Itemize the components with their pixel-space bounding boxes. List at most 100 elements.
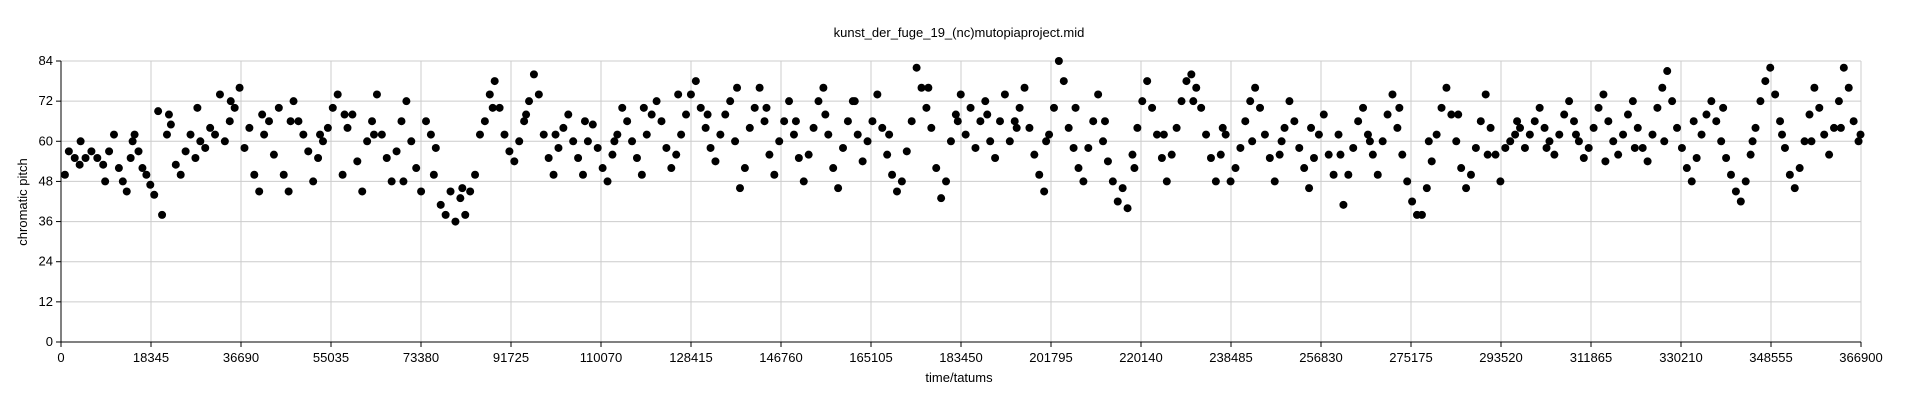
data-point	[128, 137, 137, 146]
data-point	[912, 63, 921, 72]
data-point	[220, 137, 229, 146]
x-tick-label: 366900	[1839, 350, 1882, 365]
x-tick-label: 36690	[223, 350, 259, 365]
data-point	[269, 150, 278, 159]
data-point	[814, 97, 823, 106]
data-point	[510, 157, 519, 166]
data-point	[402, 97, 411, 106]
data-point	[760, 117, 769, 126]
data-point	[122, 187, 131, 196]
data-point	[70, 154, 79, 163]
data-point	[1103, 157, 1112, 166]
data-point	[1015, 103, 1024, 112]
y-tick-label: 24	[39, 254, 53, 269]
data-point	[711, 157, 720, 166]
data-point	[1601, 157, 1610, 166]
data-point	[1638, 143, 1647, 152]
data-point	[885, 130, 894, 139]
data-point	[1182, 77, 1191, 86]
data-point	[1395, 103, 1404, 112]
data-point	[451, 217, 460, 226]
data-point	[657, 117, 666, 126]
data-point	[888, 170, 897, 179]
data-point	[392, 147, 401, 156]
data-point	[672, 150, 681, 159]
data-point	[863, 137, 872, 146]
data-point	[1707, 97, 1716, 106]
data-point	[1128, 150, 1137, 159]
data-point	[368, 117, 377, 126]
data-point	[466, 187, 475, 196]
data-point	[932, 164, 941, 173]
data-point	[794, 154, 803, 163]
data-point	[843, 117, 852, 126]
data-point	[1398, 150, 1407, 159]
data-point	[1187, 70, 1196, 79]
data-point	[1305, 184, 1314, 193]
data-point	[637, 170, 646, 179]
data-point	[785, 97, 794, 106]
data-point	[1748, 137, 1757, 146]
data-point	[1206, 154, 1215, 163]
data-point	[809, 123, 818, 132]
data-point	[1614, 150, 1623, 159]
data-point	[1466, 170, 1475, 179]
data-point	[186, 130, 195, 139]
data-point	[1589, 123, 1598, 132]
data-point	[1010, 117, 1019, 126]
data-point	[1658, 83, 1667, 92]
data-point	[1197, 103, 1206, 112]
data-point	[1731, 187, 1740, 196]
data-point	[146, 180, 155, 189]
data-point	[250, 170, 259, 179]
data-point	[819, 83, 828, 92]
data-point	[946, 137, 955, 146]
data-point	[686, 90, 695, 99]
data-point	[544, 154, 553, 163]
data-point	[1663, 67, 1672, 76]
data-point	[667, 164, 676, 173]
data-point	[1285, 97, 1294, 106]
data-point	[480, 117, 489, 126]
data-point	[1167, 150, 1176, 159]
data-point	[1689, 117, 1698, 126]
data-point	[1643, 157, 1652, 166]
data-point	[701, 123, 710, 132]
data-point	[1447, 110, 1456, 119]
data-point	[529, 70, 538, 79]
data-point	[1319, 110, 1328, 119]
data-point	[1516, 123, 1525, 132]
data-point	[971, 143, 980, 152]
data-point	[780, 117, 789, 126]
data-point	[525, 97, 534, 106]
data-point	[850, 97, 859, 106]
data-point	[333, 90, 342, 99]
data-point	[1776, 117, 1785, 126]
data-point	[1218, 123, 1227, 132]
data-point	[343, 123, 352, 132]
data-point	[215, 90, 224, 99]
data-point	[1275, 150, 1284, 159]
x-tick-label: 146760	[759, 350, 802, 365]
data-point	[353, 157, 362, 166]
data-point	[1388, 90, 1397, 99]
data-point	[564, 110, 573, 119]
data-point	[1726, 170, 1735, 179]
data-point	[363, 137, 372, 146]
data-point	[1483, 150, 1492, 159]
data-point	[1778, 130, 1787, 139]
data-point	[892, 187, 901, 196]
data-point	[721, 110, 730, 119]
data-point	[953, 117, 962, 126]
y-tick-label: 60	[39, 133, 53, 148]
data-point	[485, 90, 494, 99]
data-point	[522, 110, 531, 119]
data-point	[1012, 123, 1021, 132]
data-point	[868, 117, 877, 126]
data-point	[75, 160, 84, 169]
data-point	[1795, 164, 1804, 173]
data-point	[1452, 137, 1461, 146]
data-point	[1579, 154, 1588, 163]
data-point	[1746, 150, 1755, 159]
